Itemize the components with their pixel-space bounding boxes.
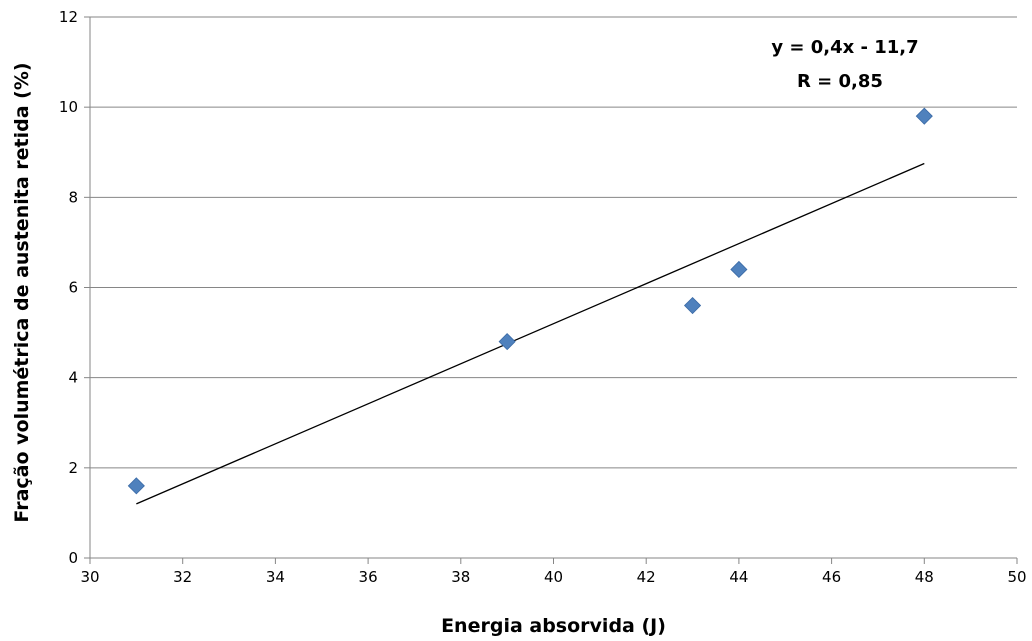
x-tick-label-32: 32	[173, 568, 192, 586]
x-tick-label-34: 34	[266, 568, 285, 586]
x-tick-label-42: 42	[637, 568, 656, 586]
data-point	[915, 107, 933, 125]
data-point	[127, 477, 145, 495]
gridlines	[90, 16, 1017, 469]
y-tick-label-8: 8	[68, 188, 78, 206]
x-tick-label-30: 30	[80, 568, 99, 586]
x-tick-label-38: 38	[451, 568, 470, 586]
x-tick-label-36: 36	[359, 568, 378, 586]
x-tick-label-48: 48	[915, 568, 934, 586]
y-axis-title: Fração volumétrica de austenita retida (…	[11, 62, 33, 522]
data-point	[730, 260, 748, 279]
y-tick-label-6: 6	[68, 279, 78, 297]
data-points	[127, 107, 933, 495]
y-tick-label-10: 10	[59, 98, 78, 116]
axes	[84, 16, 1018, 564]
data-point	[683, 296, 702, 315]
x-tick-label-44: 44	[729, 568, 748, 586]
x-tick-label-40: 40	[544, 568, 563, 586]
trendline-layer	[136, 162, 925, 505]
correlation-coefficient: R = 0,85	[797, 71, 883, 92]
y-tick-label-12: 12	[59, 8, 78, 26]
data-point	[498, 333, 516, 351]
x-axis-title: Energia absorvida (J)	[441, 615, 666, 637]
y-tick-label-2: 2	[68, 459, 78, 477]
x-tick-label-50: 50	[1007, 568, 1026, 586]
y-tick-label-4: 4	[68, 369, 78, 387]
trendline-equation: y = 0,4x - 11,7	[771, 37, 918, 58]
y-tick-label-0: 0	[68, 549, 78, 567]
trendline	[136, 162, 925, 505]
x-tick-label-46: 46	[822, 568, 841, 586]
